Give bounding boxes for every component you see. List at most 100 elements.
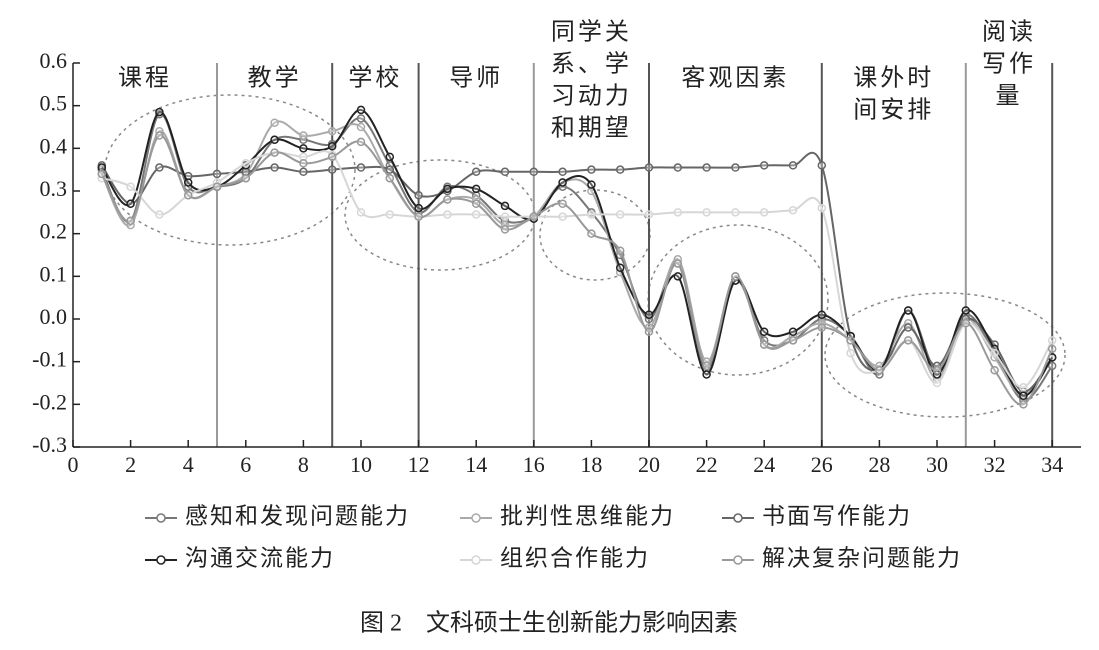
section-label: 系、学 (551, 51, 632, 78)
y-tick-label: 0.3 (40, 176, 68, 201)
data-point (759, 340, 769, 349)
caption: 图 2 文科硕士生创新能力影响因素 (360, 610, 738, 637)
y-tick-label: -0.3 (32, 432, 67, 457)
data-point (903, 323, 913, 332)
data-point (788, 336, 798, 345)
x-tick-label: 14 (465, 452, 487, 477)
data-point (356, 163, 366, 172)
x-tick-label: 16 (523, 452, 545, 477)
section-label: 习动力 (551, 83, 632, 110)
x-tick-label: 18 (580, 452, 602, 477)
data-point (443, 195, 452, 204)
data-point (327, 127, 337, 136)
section-label: 课外时 (853, 65, 934, 92)
data-point (731, 272, 740, 281)
data-point (155, 107, 164, 117)
data-point (471, 199, 481, 209)
data-point (385, 173, 395, 183)
legend-label: 书面写作能力 (762, 503, 912, 528)
section-label: 和期望 (551, 115, 632, 142)
data-point (702, 361, 711, 371)
x-tick-label: 22 (696, 452, 718, 477)
data-point (788, 327, 798, 337)
data-point (1047, 336, 1057, 345)
y-tick-label: 0.5 (40, 91, 68, 116)
data-point (500, 225, 510, 234)
highlight-ellipse (104, 94, 356, 246)
data-point (932, 365, 942, 375)
data-point (443, 184, 452, 194)
data-point (558, 178, 567, 187)
data-point (385, 152, 395, 162)
x-tick-label: 6 (240, 452, 251, 477)
data-point (673, 259, 683, 268)
x-tick-label: 2 (125, 452, 136, 477)
data-point (414, 191, 423, 200)
data-point (414, 212, 423, 221)
data-point (788, 205, 798, 215)
data-point (817, 310, 827, 319)
data-point (932, 378, 942, 388)
highlight-ellipse (647, 224, 829, 376)
data-point (241, 159, 251, 168)
data-point (126, 199, 135, 209)
data-point (759, 161, 769, 170)
data-point (673, 163, 683, 172)
y-tick-label: -0.2 (32, 389, 67, 414)
data-point (846, 348, 855, 358)
data-point (385, 165, 395, 174)
series-line (101, 150, 1054, 389)
section-label: 客观因素 (681, 65, 789, 92)
data-point (759, 327, 769, 337)
section-label: 间安排 (853, 97, 934, 124)
series-line (100, 113, 1054, 402)
data-point (644, 327, 654, 337)
y-tick-label: 0.6 (40, 48, 68, 73)
data-point (500, 201, 510, 211)
data-point (788, 161, 798, 170)
x-tick-label: 4 (183, 452, 194, 477)
data-point (673, 208, 683, 217)
data-point (299, 167, 308, 177)
data-point (644, 210, 654, 219)
data-point (846, 336, 855, 345)
data-point (1047, 361, 1057, 371)
legend-marker (733, 513, 743, 523)
data-point (414, 203, 423, 213)
data-point (587, 229, 596, 238)
legend-label: 批判性思维能力 (500, 503, 675, 528)
data-point (270, 163, 279, 172)
data-point (270, 148, 279, 157)
data-point (817, 323, 827, 332)
data-point (903, 336, 913, 345)
data-point (673, 272, 683, 281)
data-point (385, 210, 395, 219)
data-point (356, 122, 366, 132)
section-label: 写作 (982, 51, 1036, 78)
data-point (212, 169, 222, 179)
data-point (471, 184, 481, 194)
data-point (990, 365, 999, 375)
data-point (558, 212, 567, 221)
data-point (702, 208, 711, 217)
data-point (126, 182, 135, 191)
data-point (702, 370, 711, 379)
data-point (615, 246, 625, 255)
x-tick-label: 0 (68, 452, 79, 477)
data-point (1047, 344, 1057, 354)
y-tick-label: 0.1 (40, 261, 68, 286)
data-point (731, 208, 740, 217)
data-point (615, 210, 625, 219)
x-tick-label: 26 (811, 452, 833, 477)
x-tick-label: 28 (868, 452, 890, 477)
series-line (100, 151, 1054, 393)
data-point (587, 180, 596, 189)
data-point (327, 165, 337, 174)
series-line (100, 134, 1054, 406)
legend-marker (471, 513, 481, 523)
data-point (500, 212, 510, 221)
data-point (356, 105, 366, 115)
legend-marker (733, 555, 743, 565)
data-point (990, 348, 999, 358)
data-point (155, 163, 164, 172)
